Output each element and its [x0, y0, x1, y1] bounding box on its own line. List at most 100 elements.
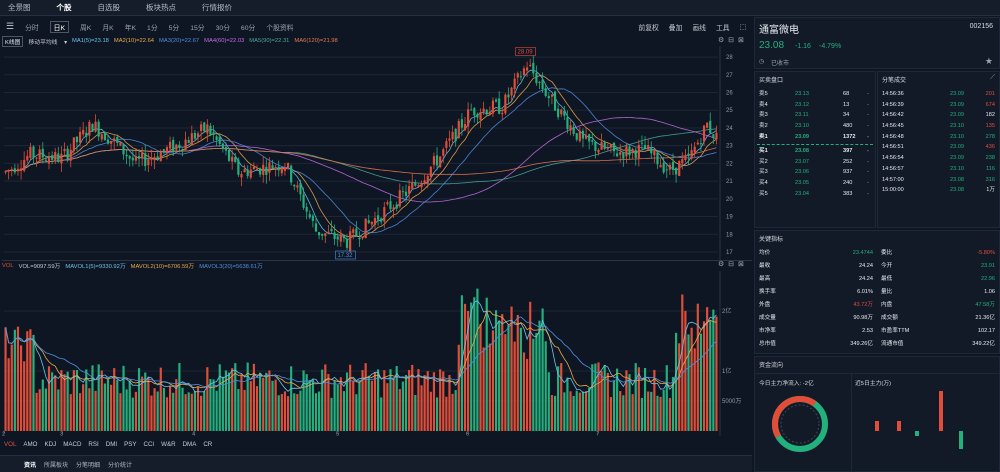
tick-row[interactable]: 14:57:00 23.08 316	[882, 176, 995, 183]
ask-row[interactable]: 卖4 23.12 13-	[759, 101, 869, 108]
collapse-icon[interactable]: ⊟	[728, 37, 735, 44]
tab-daily-k[interactable]: 日K	[49, 20, 70, 33]
tab-macd[interactable]: MACD	[63, 441, 82, 448]
tab-news[interactable]: 资讯	[24, 462, 37, 469]
volume-bar	[435, 397, 439, 431]
nav-watchlist[interactable]: 自选股	[97, 3, 121, 12]
tab-yearly-k[interactable]: 年K	[124, 24, 137, 32]
forward-adjust-button[interactable]: 前复权	[638, 24, 659, 32]
vol-collapse-icon[interactable]: ⊟	[728, 261, 735, 268]
tick-row[interactable]: 14:56:54 23.09 238	[882, 155, 995, 162]
nav-overview[interactable]: 全景图	[8, 3, 31, 12]
menu-icon[interactable]: ☰	[6, 21, 15, 31]
ask-row[interactable]: 卖3 23.11 34-	[759, 112, 869, 119]
tab-tick-detail[interactable]: 分笔明细	[76, 462, 101, 469]
volume-bar	[47, 366, 51, 431]
candle-body	[684, 155, 687, 161]
tab-psy[interactable]: PSY	[124, 441, 137, 448]
candle-body	[16, 168, 20, 172]
tick-row[interactable]: 14:56:36 23.09 201	[882, 91, 995, 97]
volume-bar	[181, 387, 184, 431]
tab-stock-profile[interactable]: 个股资料	[266, 24, 294, 32]
tab-rsi[interactable]: RSI	[88, 441, 99, 448]
ask-row[interactable]: 卖1 23.09 1372-	[759, 133, 869, 140]
nav-sector-hot[interactable]: 板块热点	[146, 3, 176, 12]
tab-amo[interactable]: AMO	[23, 441, 38, 448]
tab-vol[interactable]: VOL	[4, 441, 17, 448]
volume-chart[interactable]: 2亿 1亿 5000万 2 3 4 5 6 7	[0, 271, 752, 436]
tick-row[interactable]: 14:56:42 23.09 182	[882, 112, 995, 119]
bid-row[interactable]: 买3 23.06 937-	[759, 169, 869, 176]
candle-body	[153, 157, 156, 161]
candle-body	[4, 171, 7, 173]
volume-bar	[668, 397, 671, 431]
bid-row[interactable]: 买1 23.08 397-	[759, 148, 869, 154]
vol-close-icon[interactable]: ⊠	[737, 261, 744, 268]
vol-settings-icon[interactable]: ⚙	[718, 261, 725, 268]
tab-price-stats[interactable]: 分价统计	[108, 462, 133, 469]
volume-bar	[631, 394, 634, 431]
tab-wr[interactable]: W&R	[161, 441, 176, 448]
stock-pct: -4.79%	[819, 43, 842, 50]
expand-icon[interactable]: ⬚	[739, 23, 746, 31]
bid-row[interactable]: 买5 23.04 383-	[759, 190, 869, 197]
tab-15min[interactable]: 15分	[190, 24, 205, 32]
tab-dmi[interactable]: DMI	[105, 441, 118, 448]
tab-kdj[interactable]: KDJ	[44, 441, 57, 448]
volume-panel-controls: ⚙ ⊟ ⊠	[718, 260, 744, 268]
tick-row[interactable]: 14:56:48 23.10 278	[882, 133, 995, 140]
volume-bar	[150, 395, 153, 431]
tab-cci[interactable]: CCI	[143, 441, 155, 448]
favorite-star-icon[interactable]: ★	[984, 56, 993, 66]
tab-60min[interactable]: 60分	[240, 24, 256, 32]
metric-row: 最高 24.24 最低 22.96	[759, 276, 995, 282]
volume-bar	[392, 378, 395, 431]
volume-bar	[622, 395, 625, 431]
tab-30min[interactable]: 30分	[215, 24, 230, 32]
overlay-button[interactable]: 叠加	[668, 24, 683, 32]
indicator-select[interactable]: 移动平均线 ▾	[28, 39, 67, 46]
mavol3-label: MAVOL3(20)=5638.61万	[199, 264, 263, 270]
tick-row[interactable]: 14:56:39 23.09 674	[882, 101, 995, 108]
nav-stock[interactable]: 个股	[56, 3, 72, 12]
ask-row[interactable]: 卖2 23.10 480-	[759, 123, 869, 130]
tick-row[interactable]: 14:56:51 23.09 436	[882, 144, 995, 151]
tick-row[interactable]: 14:56:45 23.10 135	[882, 123, 995, 130]
ask-row[interactable]: 卖5 23.13 68-	[759, 91, 869, 97]
draw-line-button[interactable]: 画线	[692, 24, 706, 32]
candle-body	[122, 144, 125, 155]
tools-button[interactable]: 工具	[715, 24, 730, 32]
tab-dma[interactable]: DMA	[182, 441, 197, 448]
volume-bar	[429, 391, 432, 431]
candle-body	[88, 121, 91, 136]
tab-cr[interactable]: CR	[203, 441, 213, 448]
volume-bar	[330, 397, 333, 431]
candle-body	[97, 121, 100, 137]
bid-row[interactable]: 买4 23.05 240-	[759, 180, 869, 187]
tick-row[interactable]: 15:00:00 23.08 1万	[882, 187, 995, 194]
volume-bar	[637, 367, 640, 431]
candle-body	[255, 168, 259, 170]
settings-icon[interactable]: ⚙	[718, 37, 725, 44]
nav-quotes[interactable]: 行情报价	[202, 3, 232, 12]
volume-bar	[277, 395, 280, 431]
candle-body	[715, 132, 718, 140]
candle-body	[398, 190, 401, 207]
tick-row[interactable]: 14:56:57 23.10 116	[882, 165, 995, 172]
bid-row[interactable]: 买2 23.07 252-	[759, 158, 869, 165]
tab-1min[interactable]: 1分	[147, 24, 158, 32]
volume-bar	[693, 348, 696, 431]
volume-bar	[476, 288, 479, 431]
tab-monthly-k[interactable]: 月K	[102, 24, 114, 32]
ticks-more-icon[interactable]: ⟋	[990, 74, 995, 81]
volume-bar	[684, 310, 687, 431]
candlestick-chart[interactable]: 28 27 26 25 24 23 22 21 20 19 18 17 28.09 17.32	[0, 46, 752, 260]
tab-sectors[interactable]: 所属板块	[44, 462, 69, 469]
close-icon[interactable]: ⊠	[737, 37, 744, 44]
candle-body	[38, 149, 41, 160]
volume-bar	[417, 369, 420, 431]
tab-timeline[interactable]: 分时	[25, 24, 39, 32]
tab-5min[interactable]: 5分	[168, 24, 180, 32]
tab-weekly-k[interactable]: 周K	[80, 24, 92, 32]
low-label-box	[335, 250, 356, 260]
